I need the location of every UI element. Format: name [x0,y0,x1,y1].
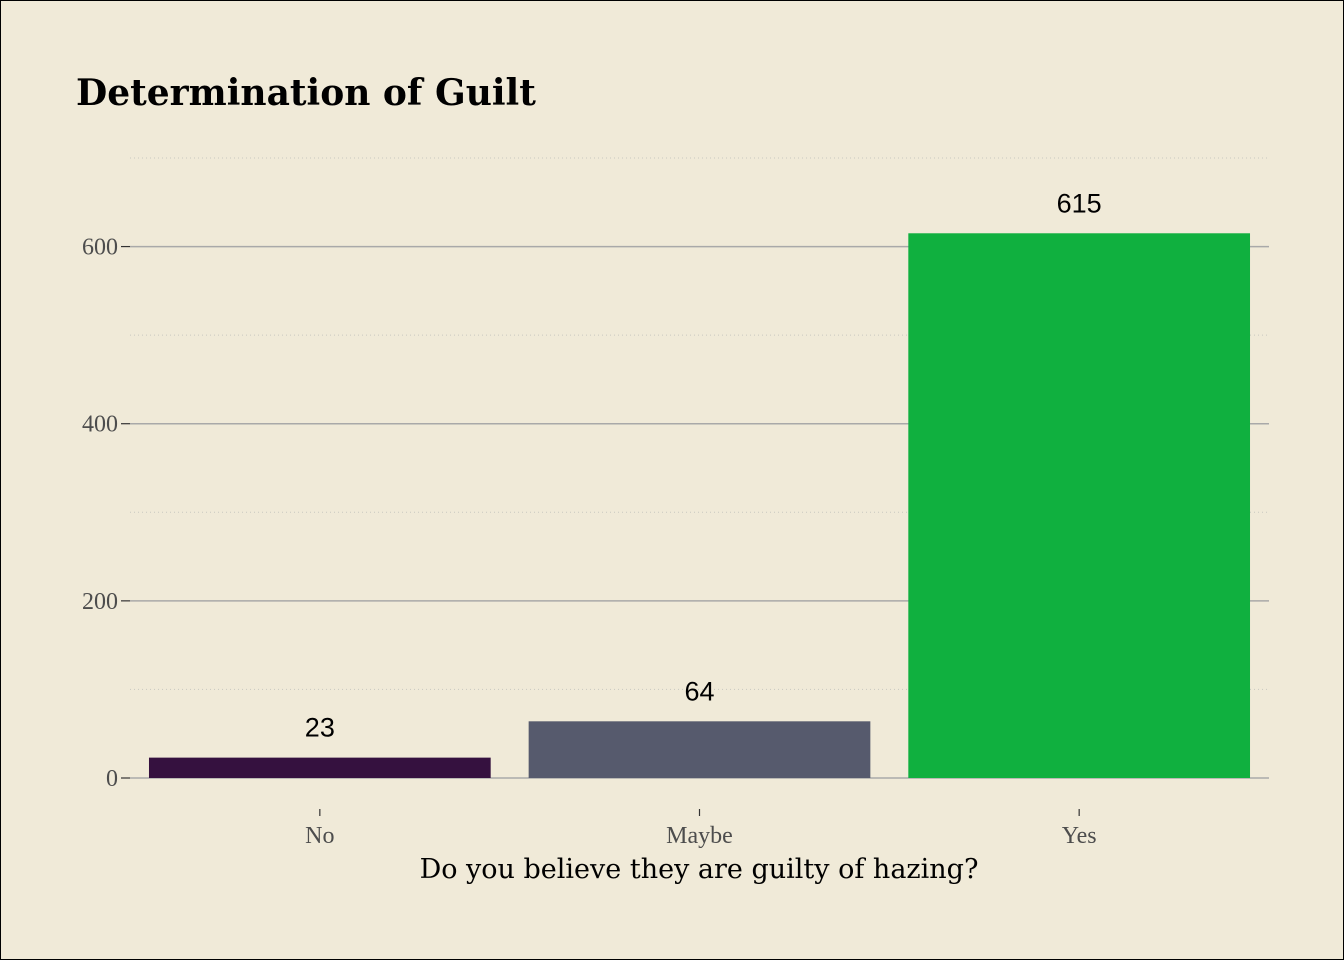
bar-maybe [528,721,871,778]
x-tick-label-no: No [305,823,334,849]
x-tick-label-maybe: Maybe [666,823,733,849]
bar-layer [148,233,1251,779]
x-tick-label-yes: Yes [1062,823,1097,849]
x-axis-label: Do you believe they are guilty of hazing… [420,854,979,885]
value-label-maybe: 64 [684,676,714,706]
bar-yes [908,233,1251,779]
y-tick-label: 400 [82,412,118,438]
y-tick-label: 0 [106,766,118,792]
bar-no [148,757,491,778]
value-label-no: 23 [305,713,335,743]
value-label-yes: 615 [1057,188,1102,218]
value-label-layer: 23 64 615 [305,188,1102,742]
axis-layer: 0 200 400 600 No Maybe Yes [82,235,1097,849]
y-tick-label: 600 [82,235,118,261]
y-tick-label: 200 [82,589,118,615]
chart-title: Determination of Guilt [76,72,536,114]
